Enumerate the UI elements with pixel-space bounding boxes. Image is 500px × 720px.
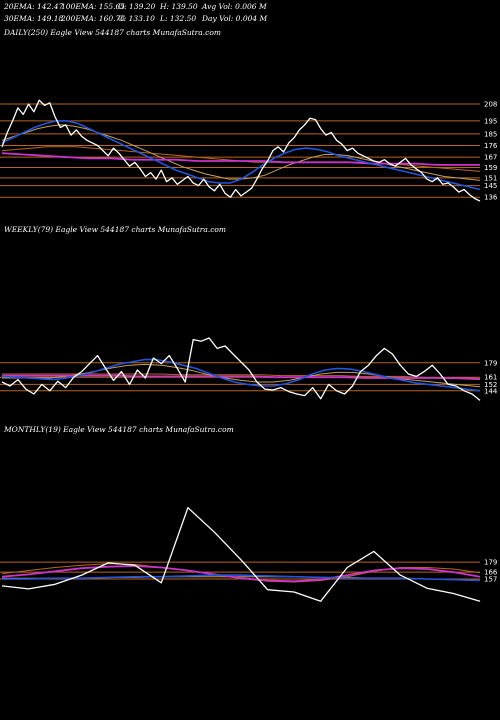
header-low: L: 132.50 [160,14,197,23]
weekly-chart-title: WEEKLY(79) Eagle View 544187 charts Muna… [4,225,227,234]
daily-level-label: 185 [484,130,497,138]
daily-level-label: 176 [484,142,498,150]
daily-ema200-line [1,152,480,166]
monthly-level-label: 157 [484,575,497,583]
weekly-level-label: 179 [484,359,497,367]
daily-level-label: 208 [484,101,497,109]
daily-level-label: 195 [484,117,497,125]
weekly-level-label: 144 [484,387,498,395]
header-ema200: 200EMA: 160.76 [61,14,126,23]
monthly-price-line [1,507,481,602]
daily-level-label: 167 [484,154,497,162]
daily-price-line [1,99,481,202]
header-avgvol: Avg Vol: 0.006 M [202,2,267,11]
daily-level-label: 151 [484,174,497,182]
weekly-level-label: 152 [484,381,497,389]
header-open: O: 139.20 [118,2,156,11]
weekly-price-line [1,337,481,401]
weekly-ema20-line [1,358,481,392]
daily-level-label: 159 [484,164,497,172]
daily-ema20-line [1,120,481,191]
monthly-ema200-line [1,565,481,583]
header-ema20: 20EMA: 142.47 [4,2,64,11]
weekly-level-label: 161 [484,374,497,382]
monthly-level-label: 166 [484,569,498,577]
monthly-level-label: 179 [484,559,497,567]
daily-chart-title: DAILY(250) Eagle View 544187 charts Muna… [4,28,221,37]
monthly-ema20-line [2,574,481,582]
daily-level-label: 136 [484,194,498,202]
daily-level-label: 145 [484,182,497,190]
header-close: C: 133.10 [118,14,155,23]
monthly-chart-title: MONTHLY(19) Eagle View 544187 charts Mun… [4,425,234,434]
header-ema30: 30EMA: 149.18 [4,14,64,23]
header-ema100: 100EMA: 155.65 [61,2,126,11]
header-high: H: 139.50 [160,2,198,11]
header-dayvol: Day Vol: 0.004 M [202,14,268,23]
